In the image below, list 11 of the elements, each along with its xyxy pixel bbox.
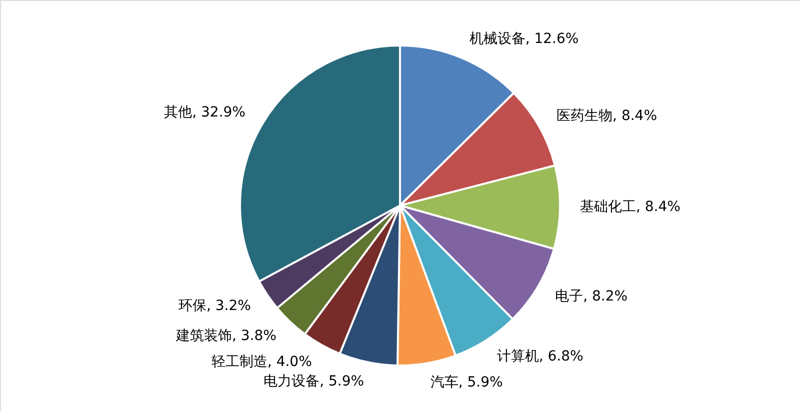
slice-label: 汽车, 5.9% bbox=[430, 374, 503, 390]
slice-label: 电子, 8.2% bbox=[555, 288, 628, 304]
slice-label: 医药生物, 8.4% bbox=[556, 108, 658, 124]
slice-label: 电力设备, 5.9% bbox=[264, 373, 364, 390]
slice-label: 基础化工, 8.4% bbox=[580, 198, 680, 215]
slice-label: 其他, 32.9% bbox=[164, 104, 246, 121]
slice-label: 计算机, 6.8% bbox=[496, 348, 584, 365]
slice-label: 环保, 3.2% bbox=[178, 298, 251, 314]
slice-label: 建筑装饰, 3.8% bbox=[175, 328, 276, 344]
slice-label: 机械设备, 12.6% bbox=[469, 30, 579, 47]
slice-label: 轻工制造, 4.0% bbox=[211, 354, 312, 370]
